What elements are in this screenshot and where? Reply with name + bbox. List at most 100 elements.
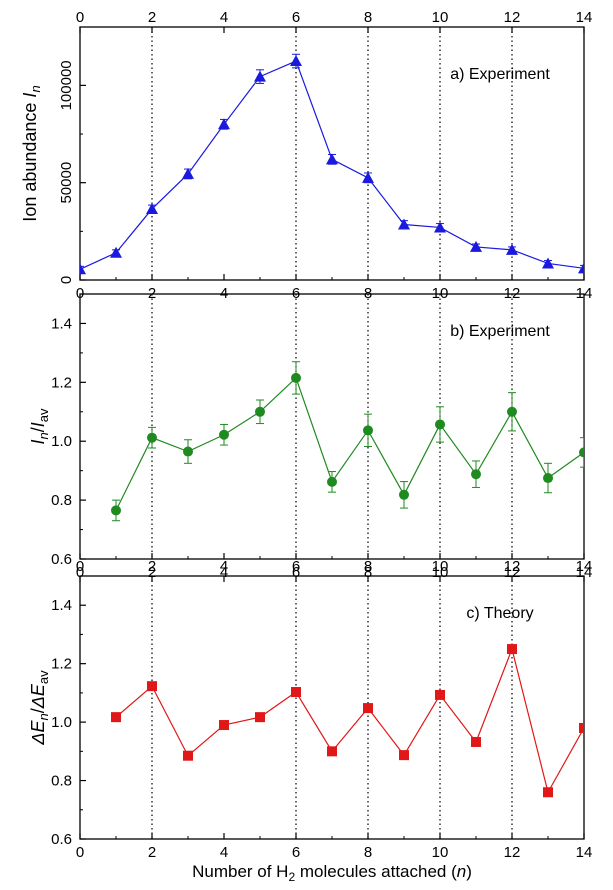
panel-annotation: b) Experiment bbox=[450, 323, 550, 340]
x-tick-label: 2 bbox=[148, 564, 156, 581]
data-point-circle bbox=[543, 473, 553, 484]
y-tick-label: 1.2 bbox=[51, 374, 72, 391]
data-point-square bbox=[543, 787, 553, 798]
x-axis-title: Number of H2 molecules attached (n) bbox=[192, 862, 472, 884]
data-point-square bbox=[399, 750, 409, 761]
data-point-triangle bbox=[110, 246, 122, 258]
x-tick-label: 8 bbox=[364, 844, 372, 861]
x-top-tick-label: 14 bbox=[576, 9, 593, 26]
data-point-circle bbox=[579, 447, 584, 458]
data-point-circle bbox=[399, 489, 409, 500]
data-point-square bbox=[471, 736, 481, 747]
data-point-circle bbox=[291, 372, 301, 383]
y-tick-label: 1.0 bbox=[51, 433, 72, 450]
x-top-tick-label: 4 bbox=[220, 558, 228, 575]
chart-panel-c: 0 2 4 6 8 10 12 14 0 2 4 6 8 10 12 14 0.6 0.8 1.0 1.2 1.4 c) … bbox=[28, 558, 592, 884]
data-point-square bbox=[291, 687, 301, 698]
data-point-triangle bbox=[182, 167, 194, 179]
x-top-tick-label: 12 bbox=[504, 9, 521, 26]
panel-annotation: c) Theory bbox=[466, 605, 533, 622]
x-top-tick-label: 6 bbox=[292, 558, 300, 575]
data-point-square bbox=[435, 689, 445, 700]
x-top-tick-label: 2 bbox=[148, 558, 156, 575]
data-point-triangle bbox=[578, 262, 584, 274]
x-tick-label: 6 bbox=[292, 564, 300, 581]
data-point-circle bbox=[327, 476, 337, 487]
data-point-square bbox=[507, 644, 517, 655]
x-tick-label: 12 bbox=[504, 844, 521, 861]
x-top-tick-label: 6 bbox=[292, 9, 300, 26]
data-point-triangle bbox=[434, 221, 446, 233]
data-point-circle bbox=[183, 446, 193, 457]
x-tick-label: 6 bbox=[292, 844, 300, 861]
series-line bbox=[80, 60, 584, 270]
y-tick-label: 1.0 bbox=[51, 714, 72, 731]
data-point-triangle bbox=[218, 118, 230, 130]
y-axis-title: ΔEn/ΔEav bbox=[28, 670, 51, 746]
x-tick-label: 8 bbox=[364, 564, 372, 581]
data-point-triangle bbox=[80, 263, 86, 275]
data-point-circle bbox=[435, 419, 445, 430]
y-tick-label: 0.6 bbox=[51, 831, 72, 848]
data-point-triangle bbox=[362, 171, 374, 183]
x-top-tick-label: 10 bbox=[432, 9, 449, 26]
y-tick-label: 0 bbox=[58, 276, 75, 284]
data-point-circle bbox=[507, 406, 517, 417]
x-top-tick-label: 8 bbox=[364, 9, 372, 26]
y-tick-label: 50000 bbox=[58, 162, 75, 204]
x-top-tick-label: 0 bbox=[76, 9, 84, 26]
data-point-triangle bbox=[398, 218, 410, 230]
x-tick-label: 4 bbox=[220, 844, 228, 861]
x-tick-label: 10 bbox=[432, 844, 449, 861]
y-tick-label: 1.4 bbox=[51, 315, 72, 332]
data-point-triangle bbox=[542, 257, 554, 269]
data-point-triangle bbox=[146, 202, 158, 214]
data-point-triangle bbox=[290, 55, 302, 67]
x-top-tick-label: 10 bbox=[432, 558, 449, 575]
y-tick-label: 0.6 bbox=[51, 551, 72, 568]
data-point-circle bbox=[471, 469, 481, 480]
data-layer bbox=[111, 644, 584, 798]
y-axis-title: In/Iav bbox=[28, 408, 51, 445]
data-point-square bbox=[147, 681, 157, 692]
data-point-square bbox=[579, 722, 584, 733]
x-tick-label: 0 bbox=[76, 564, 84, 581]
data-point-square bbox=[327, 746, 337, 757]
x-top-tick-label: 4 bbox=[220, 9, 228, 26]
x-tick-label: 10 bbox=[432, 564, 449, 581]
data-point-triangle bbox=[506, 243, 518, 255]
data-point-square bbox=[363, 703, 373, 714]
data-point-triangle bbox=[470, 240, 482, 252]
y-axis-title: Ion abundance In bbox=[20, 85, 43, 221]
x-tick-label: 2 bbox=[148, 844, 156, 861]
data-point-square bbox=[183, 750, 193, 761]
y-tick-label: 1.4 bbox=[51, 597, 72, 614]
y-tick-label: 0.8 bbox=[51, 492, 72, 509]
data-layer bbox=[80, 53, 584, 275]
chart-panel-b: 0 2 4 6 8 10 12 14 0.6 0.8 1.0 1.2 1.4 b) Experiment I… bbox=[28, 293, 593, 581]
data-point-circle bbox=[255, 406, 265, 417]
y-tick-label: 100000 bbox=[58, 60, 75, 110]
x-top-tick-label: 0 bbox=[76, 558, 84, 575]
x-tick-label: 0 bbox=[76, 844, 84, 861]
series-line bbox=[115, 647, 584, 794]
data-point-circle bbox=[363, 425, 373, 436]
data-point-circle bbox=[147, 432, 157, 443]
x-top-tick-label: 8 bbox=[364, 558, 372, 575]
data-point-square bbox=[219, 720, 229, 731]
panel-annotation: a) Experiment bbox=[450, 66, 550, 83]
data-layer bbox=[111, 361, 584, 522]
data-point-square bbox=[255, 712, 265, 723]
data-point-circle bbox=[111, 505, 121, 516]
series-line bbox=[115, 376, 584, 511]
x-top-tick-label: 2 bbox=[148, 9, 156, 26]
data-point-square bbox=[111, 712, 121, 723]
y-tick-label: 1.2 bbox=[51, 656, 72, 673]
x-tick-label: 4 bbox=[220, 564, 228, 581]
x-tick-label: 12 bbox=[504, 564, 521, 581]
data-point-triangle bbox=[326, 153, 338, 165]
x-tick-label: 14 bbox=[576, 844, 593, 861]
x-tick-label: 14 bbox=[576, 564, 593, 581]
